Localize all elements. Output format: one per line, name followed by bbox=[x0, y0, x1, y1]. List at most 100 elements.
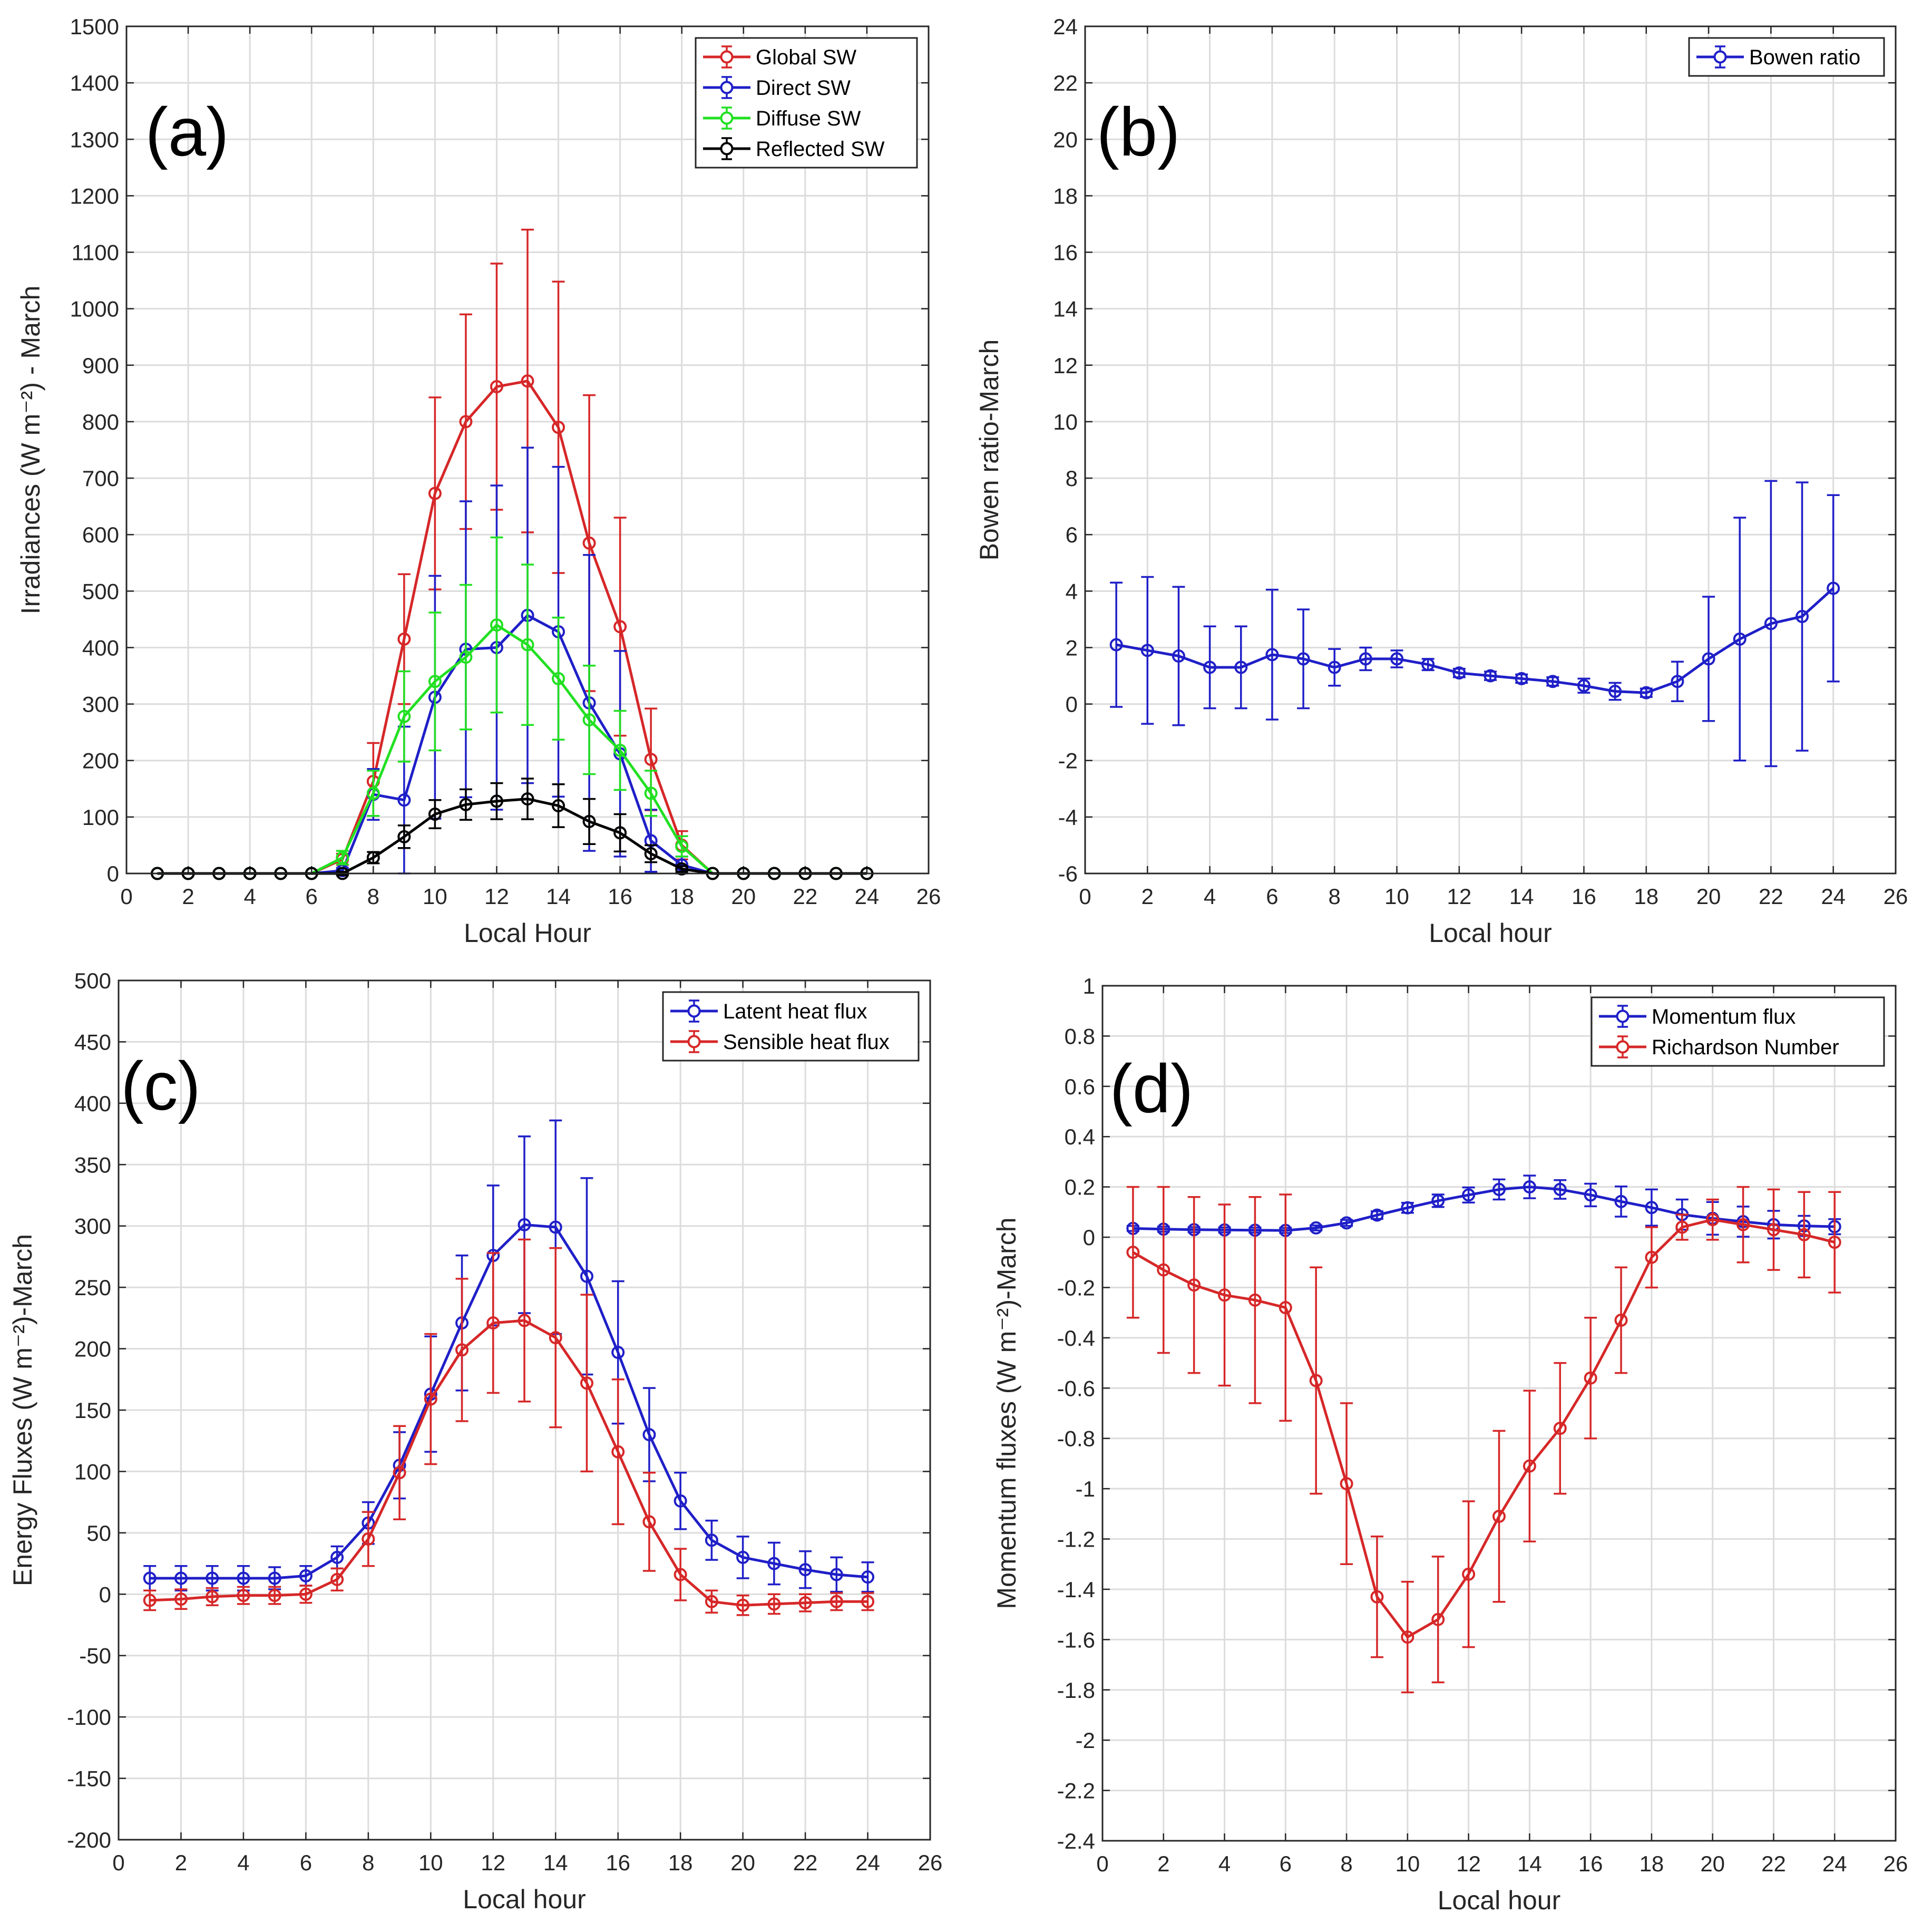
x-tick-label: 16 bbox=[608, 884, 632, 909]
data-point bbox=[580, 1376, 593, 1390]
x-tick-label: 22 bbox=[793, 884, 817, 909]
data-point bbox=[1431, 1613, 1445, 1626]
data-point bbox=[1614, 1313, 1628, 1327]
data-point bbox=[1553, 1422, 1567, 1435]
x-tick-label: 0 bbox=[1096, 1851, 1108, 1876]
y-tick-label: 10 bbox=[1053, 410, 1078, 434]
data-point bbox=[521, 374, 534, 388]
legend-label: Reflected SW bbox=[756, 138, 885, 161]
data-point bbox=[1340, 1477, 1353, 1491]
plot-area bbox=[1102, 986, 1896, 1841]
y-tick-label: 1000 bbox=[70, 297, 119, 322]
y-tick-label: 0 bbox=[1066, 692, 1078, 717]
data-point bbox=[1577, 679, 1591, 693]
x-tick-label: 26 bbox=[1884, 1851, 1908, 1876]
data-point bbox=[1157, 1263, 1170, 1277]
y-tick-label: 0 bbox=[99, 1582, 111, 1607]
data-point bbox=[1640, 686, 1653, 700]
x-tick-label: 18 bbox=[1634, 884, 1658, 909]
data-point bbox=[268, 1571, 281, 1585]
y-tick-label: -200 bbox=[67, 1828, 111, 1852]
y-tick-label: 450 bbox=[74, 1030, 111, 1054]
data-point bbox=[552, 672, 565, 685]
data-point bbox=[642, 1515, 656, 1529]
data-point bbox=[582, 713, 596, 727]
x-tick-label: 20 bbox=[730, 1850, 755, 1875]
data-point bbox=[1546, 675, 1559, 688]
y-tick-label: 100 bbox=[74, 1459, 111, 1484]
y-tick-label: 200 bbox=[74, 1337, 111, 1362]
data-point bbox=[830, 1568, 843, 1581]
x-tick-label: 16 bbox=[606, 1850, 630, 1875]
data-point bbox=[1187, 1278, 1201, 1292]
data-point bbox=[521, 638, 534, 652]
y-tick-label: 1200 bbox=[70, 183, 119, 208]
axes-frame bbox=[125, 25, 930, 875]
x-tick-label: 6 bbox=[1280, 1851, 1292, 1876]
data-point bbox=[455, 1343, 469, 1357]
data-point bbox=[1421, 658, 1435, 672]
data-point bbox=[490, 794, 503, 808]
data-point bbox=[174, 1592, 188, 1606]
data-point bbox=[674, 1494, 687, 1508]
data-point bbox=[174, 1571, 188, 1585]
legend-marker bbox=[687, 1035, 701, 1048]
y-tick-label: 900 bbox=[82, 353, 119, 378]
series-richardson-number bbox=[1126, 1186, 1841, 1694]
x-tick-label: 4 bbox=[237, 1850, 249, 1875]
data-point bbox=[428, 675, 442, 688]
x-tick-label: 16 bbox=[1578, 1851, 1603, 1876]
data-point bbox=[1140, 644, 1154, 657]
legend-marker bbox=[1713, 50, 1727, 64]
y-tick-label: -2 bbox=[1076, 1728, 1095, 1753]
data-point bbox=[582, 814, 596, 828]
panel-d: 0 2 4 6 8 10 12 14 16 18 20 22 24 26-2.4-2.2-2-1.8-1.… bbox=[992, 974, 1908, 1915]
y-tick-label: 300 bbox=[82, 692, 119, 717]
x-tick-label: 12 bbox=[1447, 884, 1471, 909]
data-point bbox=[1515, 672, 1528, 685]
data-point bbox=[644, 753, 658, 766]
x-tick-label: 8 bbox=[1340, 1851, 1352, 1876]
y-tick-label: 50 bbox=[86, 1521, 111, 1546]
y-tick-label: 500 bbox=[82, 579, 119, 604]
y-tick-label: 0.8 bbox=[1065, 1024, 1095, 1048]
y-tick-label: 400 bbox=[74, 1091, 111, 1116]
x-tick-label: 14 bbox=[1509, 884, 1534, 909]
legend-label: Sensible heat flux bbox=[723, 1031, 890, 1054]
x-tick-label: 6 bbox=[1266, 884, 1278, 909]
x-tick-label: 26 bbox=[1884, 884, 1908, 909]
data-point bbox=[582, 536, 596, 550]
y-tick-label: -1.8 bbox=[1057, 1678, 1095, 1703]
legend-box bbox=[662, 991, 920, 1062]
data-point bbox=[1309, 1374, 1323, 1387]
data-point bbox=[1736, 1218, 1750, 1231]
data-point bbox=[1452, 666, 1466, 680]
legend-label: Latent heat flux bbox=[723, 1000, 867, 1023]
data-point bbox=[1484, 669, 1497, 683]
data-point bbox=[1370, 1208, 1384, 1222]
y-tick-label: -0.8 bbox=[1057, 1426, 1095, 1451]
x-tick-label: 2 bbox=[182, 884, 194, 909]
x-tick-label: 0 bbox=[120, 884, 132, 909]
data-point bbox=[206, 1590, 219, 1604]
legend-entry: Sensible heat flux bbox=[670, 1030, 890, 1054]
y-tick-label: 0 bbox=[1083, 1225, 1095, 1250]
legend-label: Direct SW bbox=[756, 76, 851, 100]
data-point bbox=[518, 1314, 531, 1327]
y-tick-label: 6 bbox=[1066, 522, 1078, 547]
y-tick-label: 20 bbox=[1053, 127, 1078, 152]
data-point bbox=[428, 487, 442, 500]
data-point bbox=[1671, 675, 1684, 688]
data-point bbox=[798, 1563, 812, 1577]
y-tick-label: 22 bbox=[1053, 71, 1078, 95]
panel-letter: (b) bbox=[1097, 93, 1180, 170]
x-tick-label: 22 bbox=[1761, 1851, 1786, 1876]
y-tick-label: -2.4 bbox=[1057, 1829, 1095, 1853]
x-tick-label: 8 bbox=[362, 1850, 374, 1875]
data-point bbox=[237, 1571, 250, 1585]
data-point bbox=[1328, 661, 1341, 674]
y-tick-label: 200 bbox=[82, 749, 119, 773]
data-point bbox=[1390, 652, 1404, 666]
x-tick-label: 24 bbox=[1822, 1851, 1847, 1876]
y-tick-label: 1300 bbox=[70, 127, 119, 152]
